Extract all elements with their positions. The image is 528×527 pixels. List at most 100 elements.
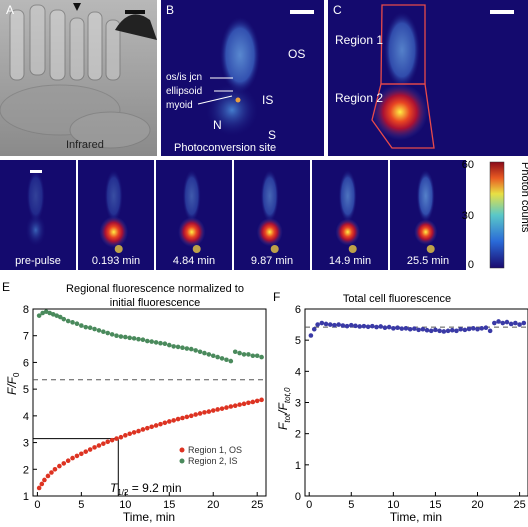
synapse-spot bbox=[192, 245, 201, 253]
data-point bbox=[487, 328, 493, 334]
os-glow bbox=[220, 17, 260, 93]
data-point bbox=[215, 354, 220, 360]
data-point bbox=[197, 411, 203, 416]
x-tick-label: 5 bbox=[348, 499, 354, 511]
label-ellipsoid: ellipsoid bbox=[166, 86, 202, 97]
data-point bbox=[92, 326, 97, 332]
data-point bbox=[206, 409, 212, 414]
data-point bbox=[197, 349, 203, 355]
data-point bbox=[140, 337, 146, 343]
os-glow bbox=[26, 170, 45, 222]
os-glow bbox=[384, 12, 420, 88]
panel-a: A Infrared bbox=[0, 0, 157, 156]
data-point bbox=[206, 352, 212, 357]
data-point bbox=[136, 336, 141, 342]
data-point bbox=[105, 330, 111, 336]
data-point bbox=[210, 353, 216, 359]
frame-label: 9.87 min bbox=[251, 255, 293, 267]
data-point bbox=[149, 339, 154, 344]
label-site: Photoconversion site bbox=[174, 142, 276, 154]
data-point bbox=[228, 358, 234, 364]
data-point bbox=[374, 324, 379, 330]
data-point bbox=[319, 320, 325, 326]
data-point bbox=[232, 349, 238, 355]
data-point bbox=[79, 451, 84, 457]
x-tick-label: 15 bbox=[429, 499, 441, 511]
region-1-label: Region 1 bbox=[335, 33, 383, 47]
x-tick-label: 0 bbox=[34, 499, 40, 511]
data-point bbox=[105, 439, 111, 445]
data-point bbox=[386, 324, 392, 330]
y-tick-label: 2 bbox=[23, 464, 29, 476]
hotspot bbox=[178, 217, 206, 247]
data-point bbox=[193, 412, 198, 417]
region-2-outline bbox=[371, 83, 435, 149]
data-point bbox=[65, 458, 71, 464]
hotspot bbox=[414, 219, 438, 245]
data-point bbox=[57, 463, 62, 469]
x-tick-label: 10 bbox=[387, 499, 399, 511]
data-point bbox=[308, 333, 314, 338]
frames: pre-pulse 0.193 min 4.84 min 9.87 min 14.9 m… bbox=[0, 160, 466, 270]
data-point bbox=[466, 326, 472, 332]
data-point bbox=[504, 319, 510, 325]
data-point bbox=[79, 323, 84, 328]
x-tick-label: 20 bbox=[207, 499, 219, 511]
data-point bbox=[449, 327, 455, 333]
data-point bbox=[47, 310, 53, 316]
os-glow bbox=[338, 170, 357, 222]
panel-letter: A bbox=[6, 3, 14, 17]
data-point bbox=[87, 447, 93, 452]
data-point bbox=[471, 326, 476, 331]
data-point bbox=[237, 402, 242, 407]
frame-label: 4.84 min bbox=[173, 255, 215, 267]
data-point bbox=[136, 428, 141, 434]
panel-c: C Region 1 Region 2 bbox=[328, 0, 528, 156]
data-point bbox=[424, 327, 430, 333]
data-point bbox=[500, 320, 506, 326]
data-point bbox=[140, 427, 146, 432]
y-tick-label: 4 bbox=[295, 366, 301, 378]
photoconversion-dot bbox=[235, 97, 241, 103]
data-point bbox=[445, 328, 451, 334]
axes: 0 5 10 15 20 25 0 1 2 3 4 5 6 bbox=[295, 304, 528, 511]
points bbox=[36, 309, 264, 491]
data-point bbox=[175, 416, 181, 422]
data-point bbox=[340, 323, 346, 328]
data-point bbox=[378, 324, 384, 329]
data-point bbox=[96, 443, 102, 448]
data-point bbox=[250, 399, 256, 405]
label-n: N bbox=[213, 118, 222, 132]
chart-title: Total cell fluorescence bbox=[343, 293, 451, 305]
data-point bbox=[259, 397, 264, 403]
y-tick-label: 7 bbox=[23, 331, 29, 343]
data-point bbox=[180, 415, 185, 421]
data-point bbox=[365, 324, 371, 330]
data-point bbox=[92, 445, 97, 450]
y-tick-label: 0 bbox=[295, 491, 301, 503]
x-tick-label: 10 bbox=[119, 499, 131, 511]
data-point bbox=[193, 348, 198, 353]
region-2-label: Region 2 bbox=[335, 91, 383, 105]
data-point bbox=[188, 346, 194, 352]
data-point bbox=[39, 481, 45, 487]
time-frame: 0.193 min bbox=[78, 160, 154, 270]
data-point bbox=[412, 326, 417, 331]
data-point bbox=[210, 408, 216, 413]
data-point bbox=[153, 340, 159, 345]
colorbar bbox=[489, 161, 505, 269]
is-glow bbox=[25, 214, 46, 246]
data-point bbox=[101, 329, 106, 335]
panel-letter: C bbox=[333, 3, 342, 17]
data-point bbox=[521, 320, 527, 326]
data-point bbox=[114, 333, 119, 339]
data-point bbox=[250, 353, 256, 359]
data-point bbox=[246, 352, 251, 357]
data-point bbox=[118, 434, 124, 440]
data-point bbox=[123, 334, 128, 340]
synapse-spot bbox=[114, 245, 123, 253]
data-point bbox=[42, 477, 47, 483]
data-point bbox=[50, 312, 56, 317]
data-point bbox=[54, 313, 60, 318]
